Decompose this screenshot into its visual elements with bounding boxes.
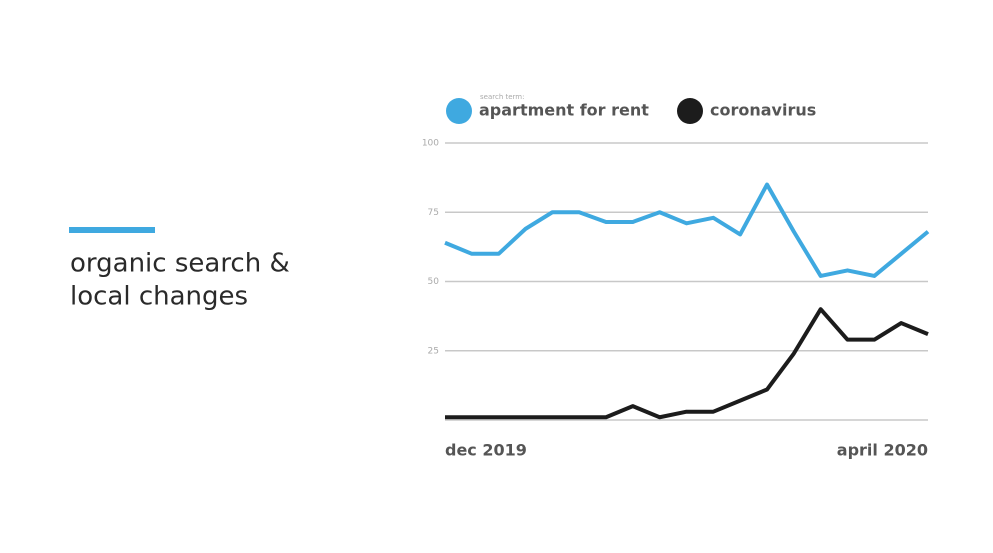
accent-bar [69,227,155,233]
y-tick-label: 25 [428,346,439,356]
legend-label: apartment for rent [479,101,649,120]
line-series [445,307,929,420]
legend-caption: search term: [480,93,524,101]
x-tick-label: dec 2019 [445,441,527,460]
slide-title: organic search & [70,249,290,279]
legend-label: coronavirus [710,101,816,120]
y-tick-label: 100 [422,139,439,149]
slide-title: local changes [70,282,248,312]
legend-swatch [446,98,472,124]
y-tick-label: 75 [428,208,439,218]
legend-swatch [677,98,703,124]
line-series [444,182,930,278]
y-tick-label: 50 [428,277,440,287]
x-tick-label: april 2020 [837,441,928,460]
